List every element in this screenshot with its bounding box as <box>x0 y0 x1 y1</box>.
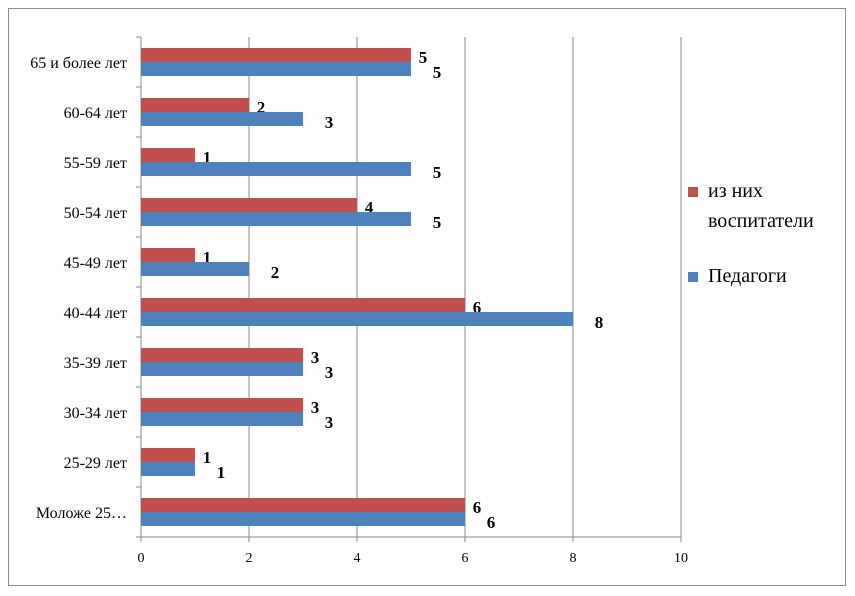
bar-pedagogi <box>141 512 465 526</box>
data-label-vospitateli: 6 <box>473 298 482 317</box>
legend-item-vospitateli: из них воспитатели <box>688 176 848 236</box>
data-label-vospitateli: 6 <box>473 498 482 517</box>
data-label-pedagogi: 5 <box>433 63 442 82</box>
bar-pedagogi <box>141 162 411 176</box>
bar-pedagogi <box>141 212 411 226</box>
legend-label-vospitateli: из них воспитатели <box>708 180 814 232</box>
bar-pedagogi <box>141 112 303 126</box>
legend-item-pedagogi: Педагоги <box>688 261 848 291</box>
category-label: 65 и более лет <box>30 55 127 72</box>
category-label: 55-59 лет <box>64 155 127 172</box>
bar-vospitateli <box>141 298 465 312</box>
x-tick-label: 8 <box>570 551 577 566</box>
legend-swatch-blue <box>688 272 698 282</box>
bar-vospitateli <box>141 98 249 112</box>
data-label-pedagogi: 6 <box>487 513 496 532</box>
bar-pedagogi <box>141 462 195 476</box>
data-label-pedagogi: 3 <box>325 413 334 432</box>
legend-label-pedagogi: Педагоги <box>708 265 787 287</box>
data-label-vospitateli: 5 <box>419 48 428 67</box>
category-label: 40-44 лет <box>64 305 127 322</box>
data-label-vospitateli: 2 <box>257 98 266 117</box>
category-label: Моложе 25… <box>36 505 127 522</box>
bar-vospitateli <box>141 398 303 412</box>
category-label: 35-39 лет <box>64 355 127 372</box>
x-tick-label: 2 <box>246 551 253 566</box>
x-tick-label: 6 <box>462 551 469 566</box>
x-tick-label: 0 <box>138 551 145 566</box>
bar-vospitateli <box>141 498 465 512</box>
bar-pedagogi <box>141 312 573 326</box>
data-label-vospitateli: 1 <box>203 448 212 467</box>
bar-vospitateli <box>141 448 195 462</box>
x-tick-label: 10 <box>674 551 688 566</box>
data-label-vospitateli: 1 <box>203 148 212 167</box>
legend-swatch-red <box>688 187 698 197</box>
data-label-pedagogi: 1 <box>217 463 226 482</box>
category-label: 50-54 лет <box>64 205 127 222</box>
data-label-pedagogi: 5 <box>433 163 442 182</box>
x-tick-label: 4 <box>354 551 361 566</box>
bar-pedagogi <box>141 262 249 276</box>
data-label-vospitateli: 3 <box>311 398 320 417</box>
data-label-pedagogi: 2 <box>271 263 280 282</box>
bar-vospitateli <box>141 48 411 62</box>
data-label-pedagogi: 8 <box>595 313 604 332</box>
category-label: 25-29 лет <box>64 455 127 472</box>
bar-vospitateli <box>141 198 357 212</box>
data-label-vospitateli: 1 <box>203 248 212 267</box>
category-label: 30-34 лет <box>64 405 127 422</box>
data-label-pedagogi: 3 <box>325 113 334 132</box>
category-label: 45-49 лет <box>64 255 127 272</box>
data-label-vospitateli: 3 <box>311 348 320 367</box>
bar-pedagogi <box>141 362 303 376</box>
bar-vospitateli <box>141 348 303 362</box>
bar-vospitateli <box>141 248 195 262</box>
data-label-pedagogi: 3 <box>325 363 334 382</box>
bar-vospitateli <box>141 148 195 162</box>
data-label-pedagogi: 5 <box>433 213 442 232</box>
bar-pedagogi <box>141 62 411 76</box>
data-label-vospitateli: 4 <box>365 198 374 217</box>
category-label: 60-64 лет <box>64 105 127 122</box>
chart-legend: из них воспитатели Педагоги <box>688 176 848 291</box>
bar-pedagogi <box>141 412 303 426</box>
